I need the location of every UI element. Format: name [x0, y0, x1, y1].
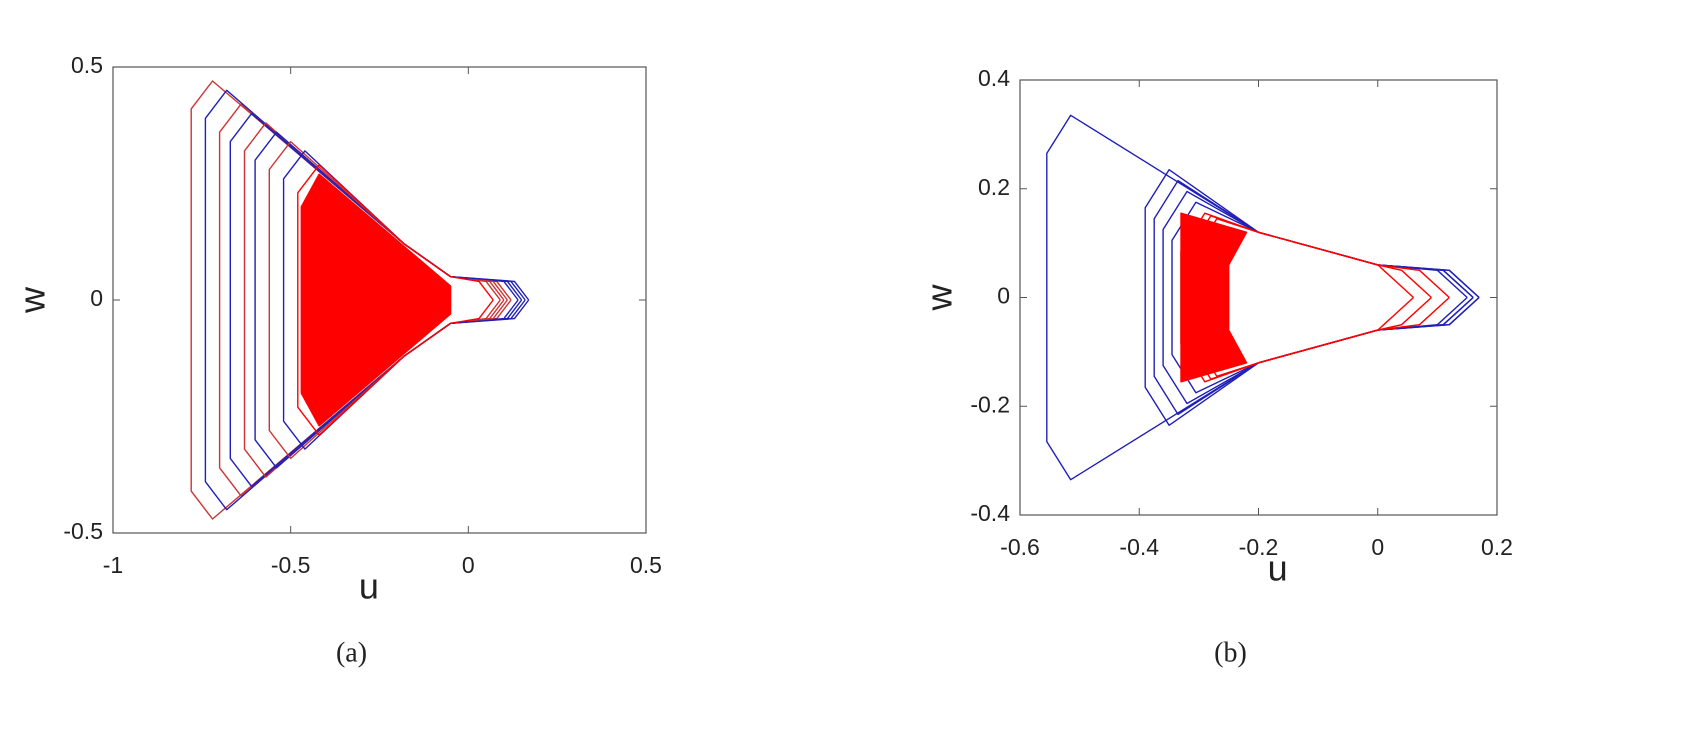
- trajectory: [297, 164, 494, 436]
- y-tick-label: -0.2: [970, 391, 1010, 417]
- y-tick-label: 0.5: [71, 52, 103, 78]
- x-tick-label: 0: [1371, 534, 1384, 560]
- y-tick-label: 0: [997, 283, 1010, 309]
- trajectory: [282, 150, 530, 450]
- y-axis-label: w: [12, 286, 53, 314]
- x-tick-label: 0.2: [1481, 534, 1513, 560]
- x-tick-label: -0.6: [1000, 534, 1040, 560]
- caption: (a): [336, 637, 367, 668]
- caption: (b): [1214, 637, 1247, 668]
- dense-region: [1180, 212, 1248, 383]
- y-tick-label: 0.4: [978, 65, 1010, 91]
- y-tick-label: 0.2: [978, 174, 1010, 200]
- dense-region: [300, 173, 452, 427]
- x-tick-label: -0.4: [1119, 534, 1159, 560]
- x-axis-label: u: [1268, 548, 1288, 589]
- plot-frame: [1019, 79, 1498, 516]
- x-tick-label: -0.2: [1239, 534, 1279, 560]
- y-tick-label: 0: [90, 285, 103, 311]
- x-tick-label: 0.5: [630, 552, 662, 578]
- x-tick-label: -1: [103, 552, 123, 578]
- y-tick-label: -0.4: [970, 500, 1010, 526]
- x-axis-label: u: [359, 566, 379, 607]
- x-tick-label: 0: [462, 552, 475, 578]
- x-tick-label: -0.5: [271, 552, 311, 578]
- y-axis-label: w: [919, 284, 960, 312]
- y-tick-label: -0.5: [63, 518, 103, 544]
- trajectory: [1046, 114, 1480, 481]
